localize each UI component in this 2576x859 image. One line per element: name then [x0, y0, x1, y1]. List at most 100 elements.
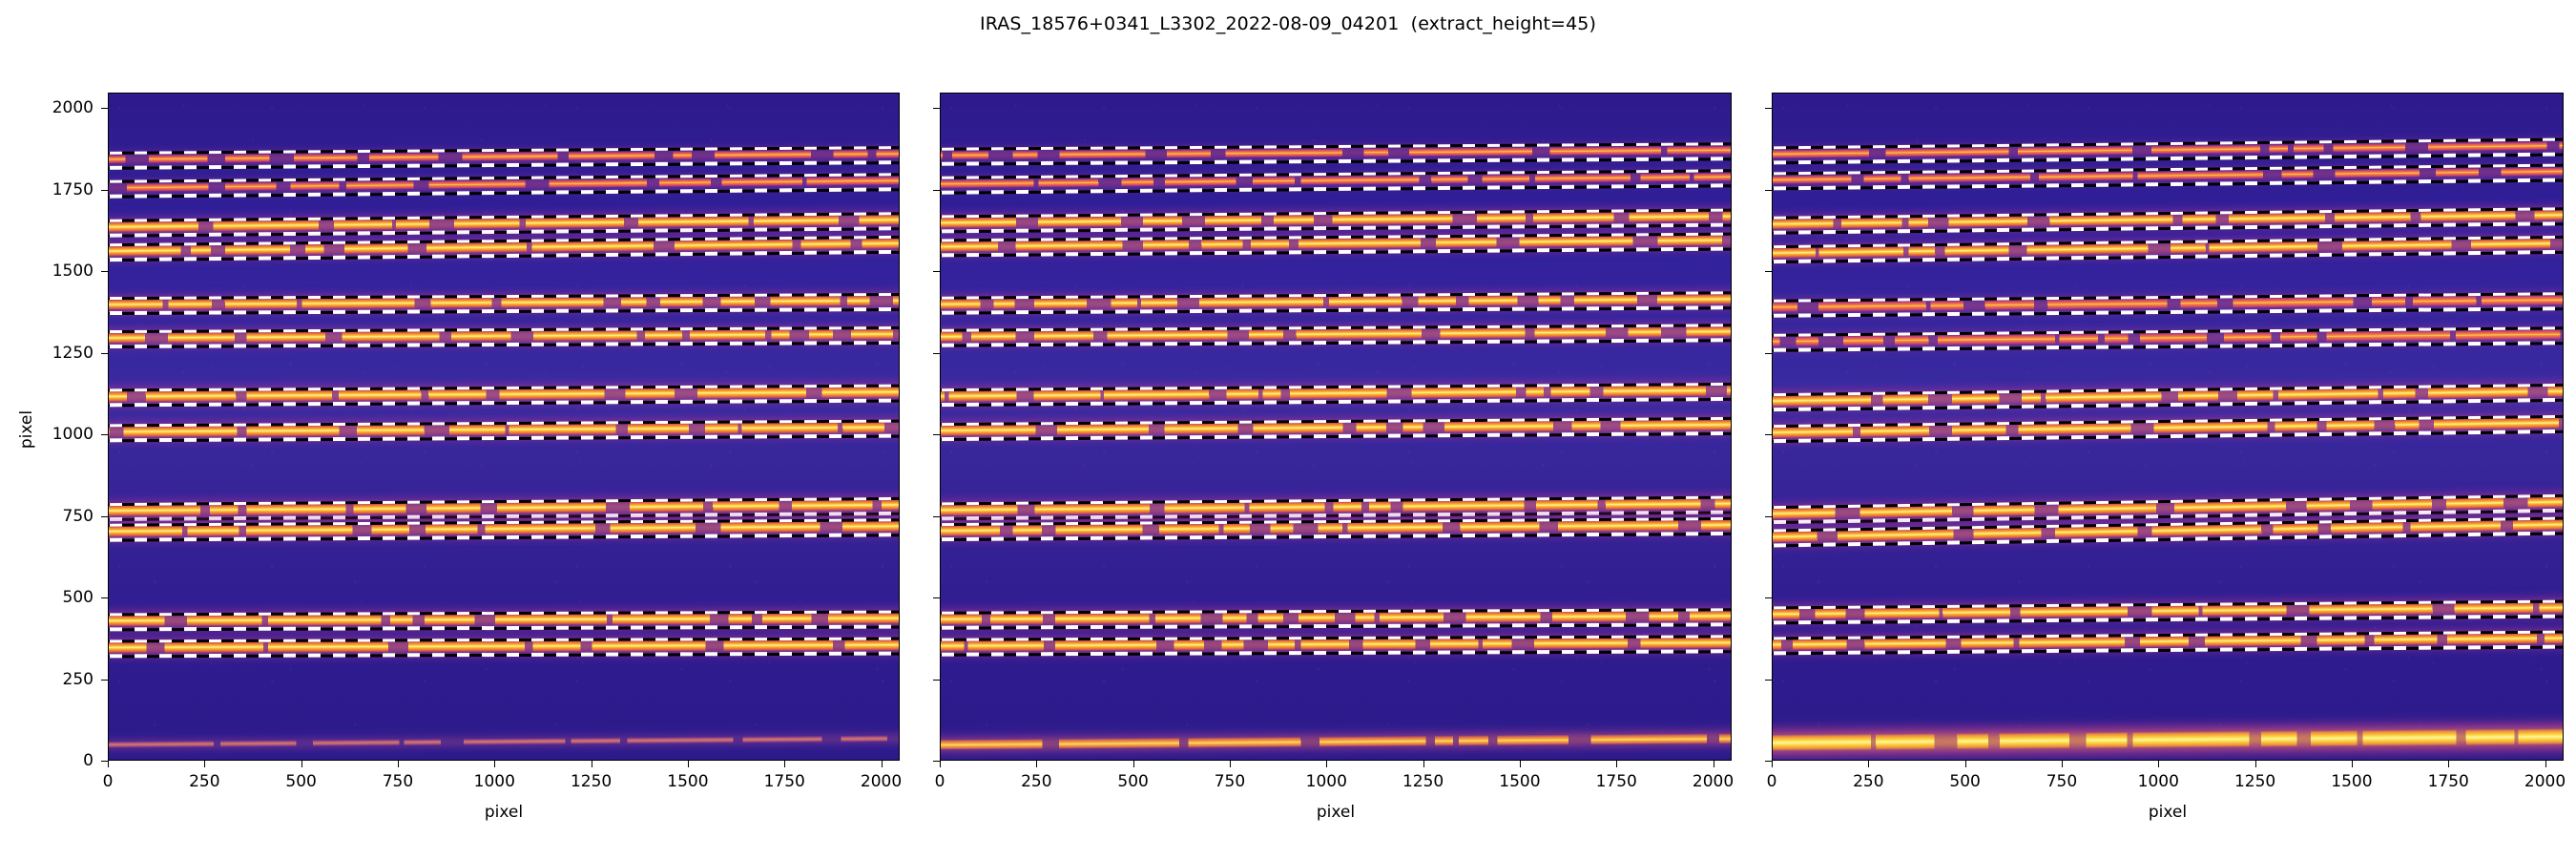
x-tick-mark	[1868, 761, 1870, 767]
y-tick-mark	[933, 761, 940, 762]
y-tick-mark	[933, 108, 940, 110]
detector-image-chip1	[109, 94, 899, 760]
x-tick-mark	[1229, 761, 1231, 767]
x-tick-mark	[940, 761, 941, 767]
x-tick-mark	[2061, 761, 2063, 767]
x-tick-mark	[1132, 761, 1134, 767]
y-tick-mark	[1765, 597, 1772, 599]
spectral-order	[941, 614, 1731, 675]
x-tick-label: 2000	[2524, 772, 2566, 791]
x-axis-label: pixel	[1316, 803, 1356, 822]
y-tick-mark	[101, 108, 108, 110]
panel-chip2[interactable]: CHIP2	[940, 93, 1732, 761]
spectral-order	[109, 497, 899, 560]
y-tick-mark	[1765, 352, 1772, 354]
x-tick-mark	[2351, 761, 2353, 767]
x-tick-mark	[1772, 761, 1773, 767]
y-tick-mark	[1765, 108, 1772, 110]
y-tick-mark	[933, 271, 940, 273]
x-tick-label: 2000	[860, 772, 903, 791]
y-tick-mark	[1765, 515, 1772, 517]
x-tick-label: 1750	[763, 772, 805, 791]
y-tick-label: 0	[83, 751, 93, 770]
x-tick-mark	[1519, 761, 1521, 767]
y-tick-mark	[933, 597, 940, 599]
figure-suptitle: IRAS_18576+0341_L3302_2022-08-09_04201 (…	[980, 13, 1596, 34]
x-tick-label: 750	[1214, 772, 1246, 791]
spectral-order	[1773, 495, 2563, 566]
x-axis-label: pixel	[2148, 803, 2188, 822]
y-tick-mark	[101, 597, 108, 599]
x-tick-label: 1250	[2233, 772, 2276, 791]
x-tick-mark	[1616, 761, 1618, 767]
x-tick-label: 1000	[1305, 772, 1347, 791]
x-tick-label: 1500	[2331, 772, 2373, 791]
y-tick-mark	[1765, 189, 1772, 191]
y-tick-mark	[101, 189, 108, 191]
x-tick-mark	[1964, 761, 1966, 767]
y-tick-mark	[933, 515, 940, 517]
x-tick-mark	[1036, 761, 1038, 767]
x-tick-label: 1750	[2427, 772, 2469, 791]
y-tick-label: 500	[62, 588, 93, 608]
y-tick-mark	[933, 189, 940, 191]
x-tick-label: 1500	[667, 772, 709, 791]
spectral-order	[941, 303, 1731, 366]
x-tick-label: 500	[285, 772, 317, 791]
y-tick-mark	[101, 515, 108, 517]
x-tick-label: 1000	[473, 772, 515, 791]
x-tick-mark	[397, 761, 399, 767]
y-tick-mark	[101, 434, 108, 436]
x-tick-mark	[2545, 761, 2546, 767]
x-tick-mark	[301, 761, 302, 767]
x-tick-label: 500	[1117, 772, 1149, 791]
x-tick-mark	[2254, 761, 2256, 767]
x-tick-mark	[784, 761, 786, 767]
y-tick-mark	[101, 761, 108, 762]
spectral-order	[1773, 609, 2563, 673]
y-tick-mark	[101, 271, 108, 273]
spectral-order	[1773, 393, 2563, 461]
x-tick-label: 0	[1766, 772, 1777, 791]
y-tick-label: 1000	[52, 425, 93, 445]
x-tick-label: 1500	[1499, 772, 1541, 791]
x-tick-label: 1250	[1402, 772, 1444, 791]
bottom-continuum-band	[1773, 716, 2563, 760]
y-tick-label: 250	[62, 669, 93, 689]
x-tick-mark	[687, 761, 689, 767]
y-tick-mark	[933, 679, 940, 681]
x-tick-label: 1250	[570, 772, 613, 791]
x-tick-mark	[881, 761, 883, 767]
y-tick-mark	[933, 434, 940, 436]
bottom-continuum-band	[941, 718, 1731, 760]
detector-image-chip2	[941, 94, 1731, 760]
spectral-order	[941, 496, 1731, 560]
spectral-order	[1773, 305, 2563, 370]
x-tick-label: 1000	[2137, 772, 2179, 791]
x-tick-mark	[1423, 761, 1424, 767]
x-tick-label: 2000	[1692, 772, 1735, 791]
y-tick-label: 1750	[52, 179, 93, 199]
y-tick-mark	[1765, 679, 1772, 681]
y-tick-mark	[101, 352, 108, 354]
x-tick-label: 250	[1853, 772, 1884, 791]
spectral-order	[109, 617, 899, 677]
y-tick-label: 1500	[52, 262, 93, 282]
x-tick-label: 250	[1021, 772, 1052, 791]
panel-chip1[interactable]: CHIP1	[108, 93, 900, 761]
x-tick-label: 0	[102, 772, 114, 791]
y-tick-mark	[101, 679, 108, 681]
x-axis-label: pixel	[484, 803, 524, 822]
x-tick-label: 750	[382, 772, 414, 791]
x-tick-label: 0	[934, 772, 945, 791]
x-tick-mark	[204, 761, 206, 767]
x-tick-label: 1750	[1595, 772, 1637, 791]
x-tick-mark	[2158, 761, 2160, 767]
spectral-order	[941, 212, 1731, 276]
x-tick-mark	[108, 761, 109, 767]
y-tick-mark	[933, 352, 940, 354]
y-tick-label: 1250	[52, 343, 93, 363]
panel-chip3[interactable]: CHIP3	[1772, 93, 2564, 761]
x-tick-label: 500	[1949, 772, 1981, 791]
